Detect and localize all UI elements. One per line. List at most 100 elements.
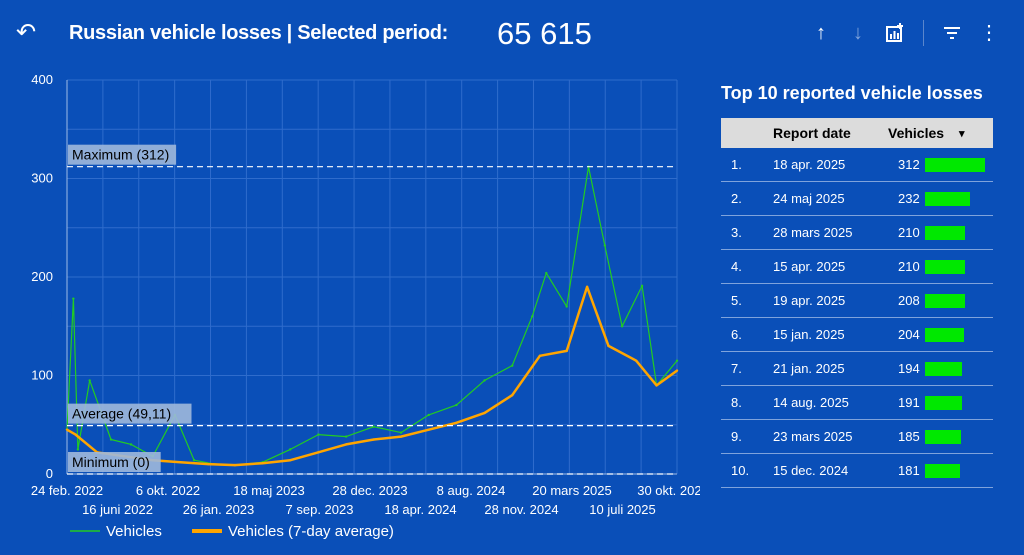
x-tick-label: 10 juli 2025 [589,502,656,517]
series-point-1 [261,461,264,465]
sort-up-icon[interactable]: ↑ [816,22,826,44]
series-point-0 [511,364,514,367]
row-rank: 6. [731,327,742,342]
series-point-0 [317,433,320,436]
series-point-1 [655,384,658,387]
filter-icon[interactable] [941,22,963,44]
reference-label-bg [68,144,177,165]
table-title: Top 10 reported vehicle losses [721,83,983,103]
row-date: 21 jan. 2025 [773,361,845,376]
row-date: 28 mars 2025 [773,225,853,240]
series-point-1 [538,354,542,357]
series-line-0 [66,166,678,466]
x-tick-label: 8 aug. 2024 [437,483,506,498]
row-value: 181 [898,463,920,478]
table-row[interactable]: 3. 28 mars 2025 210 [721,216,993,250]
series-point-0 [399,431,403,434]
series-point-1 [427,428,430,431]
row-date: 23 mars 2025 [773,429,853,444]
table-row[interactable]: 4. 15 apr. 2025 210 [721,250,993,284]
y-tick-label: 100 [31,368,53,383]
series-point-1 [483,411,486,415]
table-row[interactable]: 2. 24 maj 2025 232 [721,182,993,216]
series-point-1 [634,359,638,362]
toolbar-divider [923,20,924,46]
row-value: 232 [898,191,920,206]
reference-label-bg [68,452,161,472]
reference-label: Maximum (312) [72,147,169,163]
table-row[interactable]: 1. 18 apr. 2025 312 [721,148,993,182]
row-rank: 2. [731,191,742,206]
row-rank: 1. [731,157,742,172]
row-value: 191 [898,395,920,410]
table-row[interactable]: 9. 23 mars 2025 185 [721,420,993,454]
table-row[interactable]: 8. 14 aug. 2025 191 [721,386,993,420]
row-rank: 3. [731,225,742,240]
reference-label-bg [68,403,192,424]
chart-svg: 0 100 200 300 400 24 feb. 2022 6 okt. 2022 18 m… [31,72,709,540]
series-point-0 [72,297,75,300]
y-tick-label: 400 [31,72,53,87]
vehicle-losses-chart: 0 100 200 300 400 24 feb. 2022 6 okt. 2022 18 m… [0,68,709,550]
row-date: 15 apr. 2025 [773,259,846,274]
row-date: 19 apr. 2025 [773,293,846,308]
y-tick-label: 300 [31,171,53,186]
row-value-bar [925,294,965,308]
row-date: 24 maj 2025 [773,191,845,206]
series-point-1 [565,349,568,353]
series-point-0 [129,443,133,446]
series-point-1 [206,462,210,466]
row-value-bar [925,328,965,342]
row-date: 18 apr. 2025 [773,157,846,172]
table-row[interactable]: 6. 15 jan. 2025 204 [721,318,993,352]
row-value-bar [925,226,966,240]
toolbar: ↶ Russian vehicle losses | Selected peri… [0,0,1024,70]
insights-icon[interactable] [884,22,906,44]
table-row[interactable]: 7. 21 jan. 2025 194 [721,352,993,386]
table-header: Report date Vehicles ▾ [721,118,993,148]
top10-table: Report date Vehicles ▾ 1. 18 apr. 2025 312… [721,118,993,488]
row-rank: 8. [731,395,742,410]
row-value-bar [925,464,960,478]
series-point-0 [565,305,568,308]
legend-label: Vehicles (7-day average) [228,523,394,540]
x-tick-label: 7 sep. 2023 [286,502,354,517]
col-vehicles[interactable]: Vehicles [888,125,945,141]
x-tick-label: 24 feb. 2022 [31,483,103,498]
x-tick-label: 18 apr. 2024 [384,502,456,517]
series-point-1 [65,428,69,431]
more-icon[interactable]: ⋮ [979,22,999,44]
series-point-1 [585,285,589,289]
page-title: Russian vehicle losses | Selected period… [69,22,449,44]
table-row[interactable]: 10. 15 dec. 2024 181 [721,454,993,488]
row-value: 312 [898,157,920,172]
row-value-bar [925,260,966,274]
sort-down-icon[interactable]: ↓ [853,22,863,44]
row-value: 185 [898,429,920,444]
series-point-1 [675,369,679,372]
row-value: 208 [898,293,920,308]
row-date: 15 dec. 2024 [773,463,849,478]
x-tick-label: 28 nov. 2024 [484,502,558,517]
row-value-bar [925,192,970,206]
selected-period-total: 65 615 [497,16,592,51]
row-value-bar [925,396,962,410]
table-row[interactable]: 5. 19 apr. 2025 208 [721,284,993,318]
sort-desc-icon[interactable]: ▾ [959,128,965,140]
row-date: 14 aug. 2025 [773,395,849,410]
series-point-0 [76,448,80,451]
row-value: 204 [898,327,920,342]
x-tick-label: 18 maj 2023 [233,483,305,498]
row-value-bar [925,430,961,444]
series-point-0 [427,413,430,417]
col-report-date[interactable]: Report date [773,125,851,141]
series-point-0 [344,435,348,438]
row-value: 194 [898,361,920,376]
series-point-0 [455,403,458,407]
undo-icon[interactable]: ↶ [16,19,37,46]
series-point-1 [74,433,77,436]
series-point-0 [640,284,644,288]
reference-label: Average (49,11) [72,406,171,422]
series-point-1 [372,438,376,441]
row-rank: 10. [731,463,750,478]
